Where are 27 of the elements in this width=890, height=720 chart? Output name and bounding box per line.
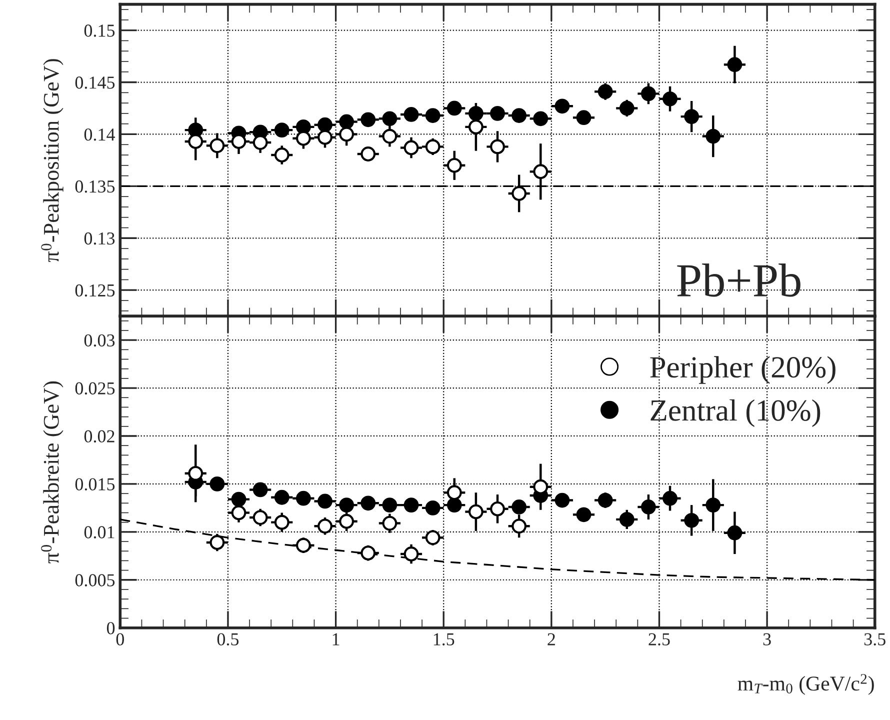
y-axis-title: π$^{0}$-Peakbreite (GeV) [41,381,64,564]
x-tick-label: 1 [332,633,340,646]
y-tick-label: 0.15 [84,24,115,37]
x-tick-label: 2 [548,633,555,646]
legend-label: Peripher (20%) [650,356,836,384]
y-tick-label: 0.025 [75,382,115,395]
y-tick-label: 0.145 [75,76,115,89]
x-axis-title: m$_{T}$-m$_{0}$ (GeV/c$^{2}$) [738,674,874,695]
x-tick-label: 0 [116,633,124,646]
y-tick-label: 0.03 [84,334,115,347]
x-tick-label: 3 [763,633,771,646]
y-tick-label: 0.015 [75,478,115,490]
y-tick-label: 0.13 [84,232,115,245]
y-axis-title: π$^{0}$-Peakposition (GeV) [41,59,64,262]
y-tick-label: 0.14 [84,128,116,141]
x-tick-label: 2.5 [648,633,670,646]
y-tick-label: 0.005 [75,574,115,586]
annotation: Pb+Pb [677,263,800,297]
y-tick-label: 0 [106,622,115,634]
y-tick-label: 0.02 [84,430,114,443]
x-tick-label: 0.5 [217,633,239,646]
y-tick-label: 0.01 [84,526,114,538]
y-tick-label: 0.135 [75,180,115,193]
legend-label: Zentral (10%) [650,399,820,428]
x-tick-label: 1.5 [434,633,454,646]
x-tick-label: 3.5 [864,633,886,646]
y-tick-label: 0.125 [75,284,115,297]
